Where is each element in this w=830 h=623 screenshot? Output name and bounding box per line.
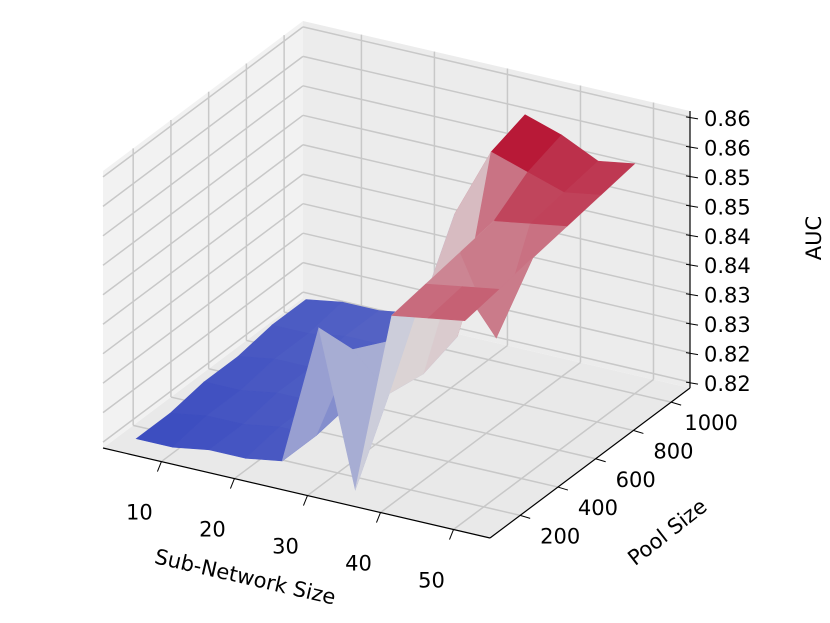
y-axis-title: Pool Size <box>623 494 711 570</box>
x-tick-label: 10 <box>126 501 153 525</box>
y-tick <box>595 458 606 463</box>
z-tick <box>685 322 699 326</box>
z-tick-label: 0.84 <box>704 254 751 278</box>
grid-line <box>102 85 304 237</box>
grid-line <box>102 55 304 207</box>
z-tick-label: 0.82 <box>704 343 751 367</box>
z-tick <box>685 381 699 385</box>
surface-patch <box>427 286 500 321</box>
x-tick <box>156 461 162 472</box>
grid-line <box>453 378 654 531</box>
y-tick-label: 400 <box>578 496 618 520</box>
z-tick-label: 0.85 <box>704 195 751 219</box>
grid-line <box>102 262 304 414</box>
grid-line <box>307 344 508 497</box>
z-tick-label: 0.83 <box>704 313 751 337</box>
left-pane <box>103 21 303 448</box>
grid-line <box>102 203 304 355</box>
x-tick-label: 50 <box>418 569 445 593</box>
y-tick <box>520 514 531 519</box>
z-tick-label: 0.86 <box>704 136 751 160</box>
z-tick <box>685 293 699 297</box>
x-tick-label: 20 <box>199 518 226 542</box>
grid-line <box>380 361 581 514</box>
x-tick <box>302 495 308 506</box>
x-tick <box>376 512 381 523</box>
z-tick-label: 0.85 <box>704 166 751 190</box>
grid-line <box>102 291 304 443</box>
z-tick-label: 0.82 <box>704 372 751 396</box>
x-tick <box>229 478 235 489</box>
grid-line <box>102 232 304 384</box>
z-tick <box>685 145 699 149</box>
grid-line <box>302 85 691 177</box>
y-tick-label: 800 <box>653 439 693 463</box>
x-tick-label: 30 <box>272 535 299 559</box>
y-tick-label: 200 <box>540 524 580 548</box>
z-axis-title: AUC <box>802 216 826 260</box>
grid-line <box>102 26 304 178</box>
grid-line <box>102 114 304 266</box>
y-tick <box>633 429 644 434</box>
y-axis <box>489 387 691 539</box>
x-tick <box>449 529 454 540</box>
z-tick <box>685 175 699 179</box>
grid-line <box>302 26 691 118</box>
y-tick-label: 1000 <box>684 411 737 435</box>
z-tick-label: 0.84 <box>704 225 751 249</box>
z-tick-label: 0.86 <box>704 107 751 131</box>
x-tick-label: 40 <box>345 552 372 576</box>
z-tick <box>685 263 699 267</box>
y-tick <box>670 401 682 406</box>
z-tick <box>685 204 699 208</box>
x-axis <box>102 447 491 539</box>
grid-line <box>102 144 304 296</box>
z-tick <box>685 352 699 356</box>
z-tick-label: 0.83 <box>704 284 751 308</box>
z-tick <box>685 116 699 120</box>
grid-line <box>102 173 304 325</box>
x-axis-title: Sub-Network Size <box>152 545 338 610</box>
y-tick <box>557 486 569 491</box>
y-tick-label: 600 <box>616 468 656 492</box>
z-tick <box>685 234 699 238</box>
grid-line <box>302 55 691 148</box>
